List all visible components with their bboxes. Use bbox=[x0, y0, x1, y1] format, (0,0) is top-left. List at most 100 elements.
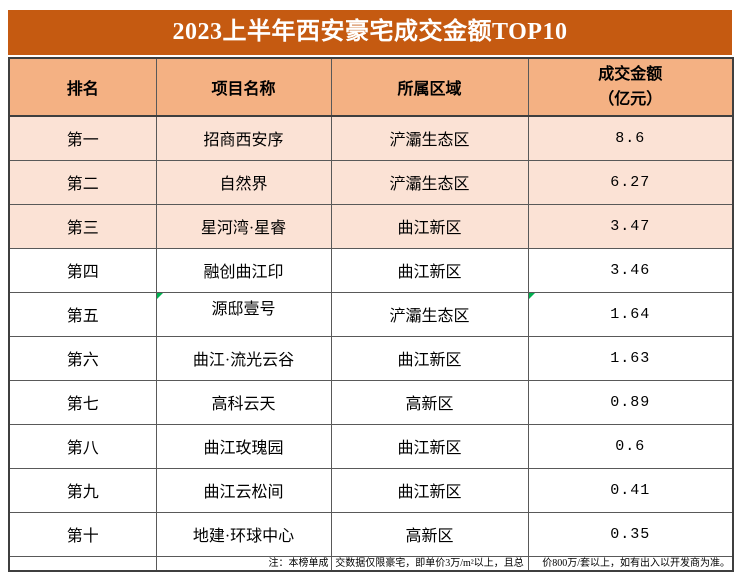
cell-amount-text: 1.64 bbox=[610, 306, 651, 323]
cell-rank: 第九 bbox=[8, 467, 157, 513]
table-row: 第七 高科云天 高新区 0.89 bbox=[8, 379, 734, 425]
cell-project: 星河湾·星睿 bbox=[155, 203, 332, 249]
cell-rank-text: 第三 bbox=[66, 220, 99, 237]
cell-rank: 第四 bbox=[8, 247, 157, 293]
cell-rank-text: 第八 bbox=[66, 440, 99, 457]
cell-rank: 第二 bbox=[8, 159, 157, 205]
table-row: 第三 星河湾·星睿 曲江新区 3.47 bbox=[8, 203, 734, 249]
cell-district-text: 浐灞生态区 bbox=[389, 308, 470, 325]
cell-district: 曲江新区 bbox=[330, 247, 529, 293]
cell-amount-text: 1.63 bbox=[610, 350, 651, 367]
header-project: 项目名称 bbox=[155, 57, 332, 117]
cell-project: 曲江·流光云谷 bbox=[155, 335, 332, 381]
table-row: 第八 曲江玫瑰园 曲江新区 0.6 bbox=[8, 423, 734, 469]
cell-amount: 0.35 bbox=[527, 511, 734, 557]
cell-amount: 6.27 bbox=[527, 159, 734, 205]
cell-rank: 第五 bbox=[8, 291, 157, 337]
cell-district: 浐灞生态区 bbox=[330, 291, 529, 337]
cell-rank: 第六 bbox=[8, 335, 157, 381]
cell-amount: 3.46 bbox=[527, 247, 734, 293]
table-row: 第四 融创曲江印 曲江新区 3.46 bbox=[8, 247, 734, 293]
footnote-part1: 注：本榜单成 bbox=[155, 555, 332, 571]
cell-district: 高新区 bbox=[330, 379, 529, 425]
cell-amount-text: 0.41 bbox=[610, 482, 651, 499]
cell-amount-text: 8.6 bbox=[615, 130, 646, 148]
cell-rank: 第七 bbox=[8, 379, 157, 425]
cell-amount-text: 0.6 bbox=[615, 438, 646, 455]
cell-district: 曲江新区 bbox=[330, 467, 529, 513]
cell-rank: 第一 bbox=[8, 115, 157, 161]
cell-rank-text: 第九 bbox=[66, 484, 99, 501]
cell-amount: 0.41 bbox=[527, 467, 734, 513]
cell-project: 曲江云松间 bbox=[155, 467, 332, 513]
table-row: 第六 曲江·流光云谷 曲江新区 1.63 bbox=[8, 335, 734, 381]
cell-amount: 8.6 bbox=[527, 115, 734, 161]
cell-amount: 1.63 bbox=[527, 335, 734, 381]
cell-district-text: 曲江新区 bbox=[397, 440, 462, 457]
footnote-part2: 交数据仅限豪宅，即单价3万/m²以上，且总 bbox=[330, 555, 529, 571]
table-row: 第九 曲江云松间 曲江新区 0.41 bbox=[8, 467, 734, 513]
cell-district-text: 浐灞生态区 bbox=[389, 176, 470, 193]
table-row: 第五 源邸壹号 浐灞生态区 1.64 bbox=[8, 291, 734, 337]
cell-district-text: 高新区 bbox=[405, 528, 454, 545]
cell-district-text: 浐灞生态区 bbox=[389, 132, 470, 150]
cell-amount-text: 0.35 bbox=[610, 526, 651, 543]
cell-amount: 0.6 bbox=[527, 423, 734, 469]
cell-amount-text: 3.46 bbox=[610, 262, 651, 279]
cell-amount-text: 0.89 bbox=[610, 394, 651, 411]
cell-rank: 第十 bbox=[8, 511, 157, 557]
cell-project-text: 源邸壹号 bbox=[211, 301, 276, 318]
footnote-part3: 价800万/套以上，如有出入以开发商为准。 bbox=[527, 555, 734, 571]
cell-project-text: 自然界 bbox=[219, 176, 268, 193]
cell-rank-text: 第六 bbox=[66, 352, 99, 369]
cell-project-text: 高科云天 bbox=[211, 396, 276, 413]
cell-district-text: 曲江新区 bbox=[397, 352, 462, 369]
cell-amount: 3.47 bbox=[527, 203, 734, 249]
cell-project-text: 星河湾·星睿 bbox=[200, 220, 287, 237]
cell-error-indicator-icon bbox=[529, 293, 535, 299]
cell-district: 曲江新区 bbox=[330, 423, 529, 469]
cell-district: 曲江新区 bbox=[330, 203, 529, 249]
header-amount-line1: 成交金额 bbox=[598, 66, 663, 83]
header-district: 所属区域 bbox=[330, 57, 529, 117]
cell-district-text: 曲江新区 bbox=[397, 484, 462, 501]
cell-amount: 1.64 bbox=[527, 291, 734, 337]
cell-rank-text: 第十 bbox=[66, 528, 99, 545]
cell-district-text: 曲江新区 bbox=[397, 264, 462, 281]
cell-project-text: 曲江·流光云谷 bbox=[192, 352, 295, 369]
cell-project-text: 融创曲江印 bbox=[203, 264, 284, 281]
ranking-table: 排名 项目名称 所属区域 成交金额 （亿元） 第一 招商西安序 浐灞生态区 8.6 第二… bbox=[8, 57, 734, 572]
cell-project-text: 曲江玫瑰园 bbox=[203, 440, 284, 457]
cell-project: 源邸壹号 bbox=[155, 291, 332, 337]
cell-district: 浐灞生态区 bbox=[330, 115, 529, 161]
table-row: 第二 自然界 浐灞生态区 6.27 bbox=[8, 159, 734, 205]
cell-district-text: 曲江新区 bbox=[397, 220, 462, 237]
cell-rank: 第八 bbox=[8, 423, 157, 469]
header-amount: 成交金额 （亿元） bbox=[527, 57, 734, 117]
cell-rank-text: 第四 bbox=[66, 264, 99, 281]
table-row: 第十 地建·环球中心 高新区 0.35 bbox=[8, 511, 734, 557]
cell-amount-text: 6.27 bbox=[610, 174, 651, 191]
cell-district-text: 高新区 bbox=[405, 396, 454, 413]
cell-rank-text: 第七 bbox=[66, 396, 99, 413]
cell-rank-text: 第二 bbox=[66, 176, 99, 193]
cell-project: 地建·环球中心 bbox=[155, 511, 332, 557]
cell-project: 自然界 bbox=[155, 159, 332, 205]
table-row: 第一 招商西安序 浐灞生态区 8.6 bbox=[8, 115, 734, 161]
header-row: 排名 项目名称 所属区域 成交金额 （亿元） bbox=[8, 57, 734, 117]
cell-rank-text: 第一 bbox=[66, 132, 99, 150]
cell-rank-text: 第五 bbox=[66, 308, 99, 325]
cell-district: 曲江新区 bbox=[330, 335, 529, 381]
footnote-row: 注：本榜单成 交数据仅限豪宅，即单价3万/m²以上，且总 价800万/套以上，如… bbox=[8, 555, 734, 571]
cell-project-text: 招商西安序 bbox=[203, 132, 284, 150]
cell-project-text: 曲江云松间 bbox=[203, 484, 284, 501]
cell-district: 高新区 bbox=[330, 511, 529, 557]
header-amount-line2: （亿元） bbox=[598, 91, 663, 108]
cell-project: 曲江玫瑰园 bbox=[155, 423, 332, 469]
cell-project: 高科云天 bbox=[155, 379, 332, 425]
cell-project-text: 地建·环球中心 bbox=[192, 528, 295, 545]
cell-amount-text: 3.47 bbox=[610, 218, 651, 235]
cell-rank: 第三 bbox=[8, 203, 157, 249]
cell-project: 融创曲江印 bbox=[155, 247, 332, 293]
